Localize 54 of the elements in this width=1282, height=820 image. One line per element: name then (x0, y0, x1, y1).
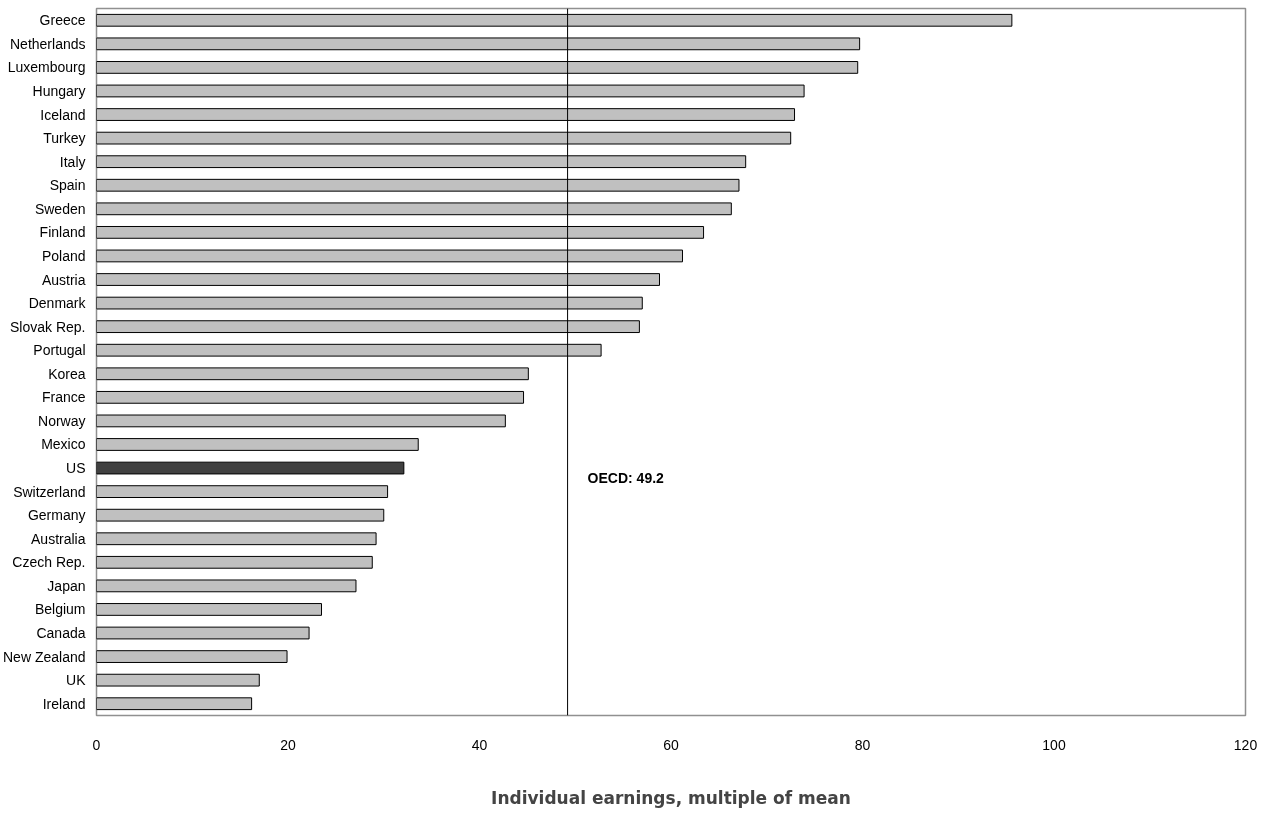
y-tick-label: Finland (39, 224, 86, 241)
y-tick-label: Japan (47, 577, 86, 594)
bar (96, 555, 373, 569)
bar (96, 414, 506, 428)
x-tick-label: 20 (280, 736, 296, 753)
bar (96, 485, 389, 499)
x-axis-title: Individual earnings, multiple of mean (491, 787, 851, 808)
x-tick-label: 40 (471, 736, 488, 753)
y-tick-label: Sweden (34, 200, 86, 217)
bar (96, 697, 253, 711)
bar (96, 650, 288, 663)
y-tick-label: Australia (31, 530, 86, 547)
bar (96, 508, 385, 522)
bar (96, 438, 419, 451)
y-tick-label: Belgium (34, 601, 86, 618)
y-tick-label: Austria (41, 271, 86, 288)
bar (96, 532, 377, 546)
y-tick-label: New Zealand (3, 648, 86, 665)
x-tick-label: 120 (1233, 736, 1258, 753)
y-tick-label: Czech Rep. (12, 554, 86, 571)
x-tick-label: 80 (854, 736, 871, 753)
y-tick-label: Greece (39, 12, 86, 29)
bar (96, 461, 405, 475)
y-tick-label: Portugal (33, 342, 86, 359)
y-tick-label: Netherlands (10, 35, 86, 52)
y-tick-label: US (66, 460, 86, 477)
y-tick-label: Canada (36, 625, 86, 642)
bar (96, 626, 310, 640)
y-tick-label: Korea (48, 365, 86, 382)
y-tick-label: UK (66, 672, 87, 689)
y-tick-label: Mexico (41, 436, 86, 453)
y-tick-label: Norway (38, 412, 86, 429)
x-tick-label: 0 (92, 736, 101, 753)
y-tick-label: Italy (59, 153, 86, 170)
y-tick-label: Ireland (42, 695, 86, 712)
y-tick-label: Spain (49, 177, 86, 194)
y-tick-label: Luxembourg (7, 59, 86, 76)
ref-line-label: OECD: 49.2 (587, 469, 665, 486)
bar (96, 673, 260, 687)
y-tick-label: France (41, 389, 86, 406)
bar (96, 367, 529, 381)
bar (96, 603, 323, 616)
x-tick-label: 60 (663, 736, 679, 753)
y-tick-label: Germany (27, 507, 86, 524)
y-tick-label: Switzerland (13, 483, 86, 500)
y-tick-label: Turkey (43, 130, 86, 147)
bar (96, 579, 357, 593)
y-tick-label: Hungary (32, 82, 86, 99)
bar (96, 390, 525, 404)
y-tick-label: Slovak Rep. (10, 318, 86, 335)
y-tick-label: Iceland (40, 106, 86, 123)
x-tick-label: 100 (1042, 736, 1066, 753)
y-tick-label: Denmark (28, 295, 87, 312)
y-tick-label: Poland (41, 247, 86, 264)
